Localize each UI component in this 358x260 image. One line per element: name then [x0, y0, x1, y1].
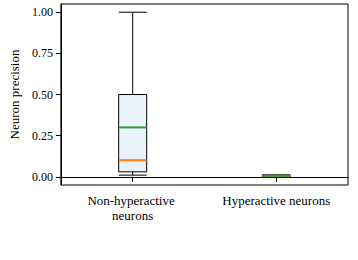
svg-text:0.75: 0.75 [32, 46, 53, 60]
svg-text:Non-hyperactive: Non-hyperactive [87, 193, 178, 208]
svg-text:1.00: 1.00 [32, 5, 53, 19]
svg-text:0.00: 0.00 [32, 170, 53, 184]
svg-text:0.25: 0.25 [32, 129, 53, 143]
svg-text:Neuron precision: Neuron precision [7, 49, 22, 139]
svg-text:0.50: 0.50 [32, 88, 53, 102]
svg-text:Hyperactive neurons: Hyperactive neurons [222, 193, 330, 208]
svg-text:neurons: neurons [112, 208, 153, 223]
